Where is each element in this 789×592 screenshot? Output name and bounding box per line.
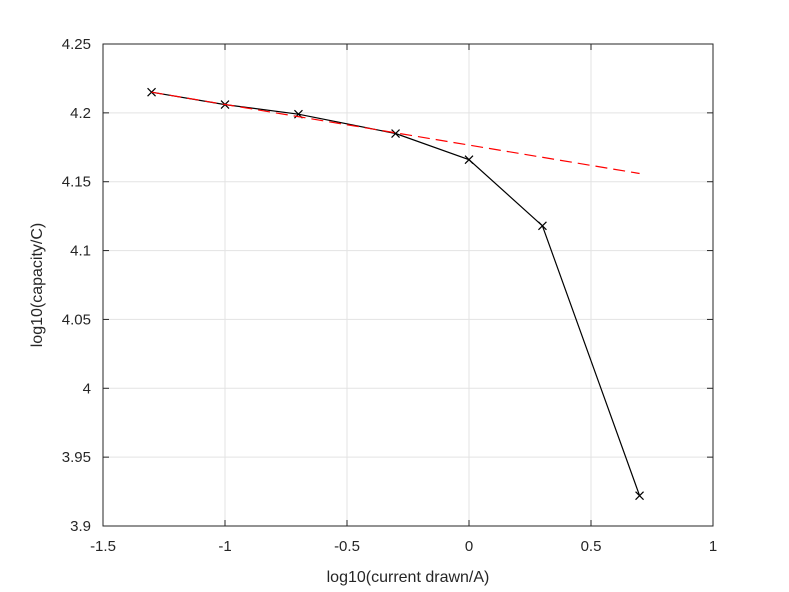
y-tick-label: 4: [83, 380, 91, 397]
series-0-marker: [464, 155, 474, 165]
series-1-line: [151, 91, 640, 175]
y-tick-label: 4.25: [62, 36, 91, 53]
plot-background: [103, 44, 713, 526]
series-0-marker: [635, 491, 644, 501]
x-tick-label: -1: [218, 538, 231, 555]
x-tick-label: -0.5: [334, 538, 360, 555]
plot-frame: [102, 43, 714, 527]
y-tick-label: 3.9: [70, 518, 91, 535]
x-tick-label: -1.5: [90, 538, 116, 555]
y-axis-label: log10(capacity/C): [29, 223, 46, 348]
x-tick-label: 0.5: [581, 538, 602, 555]
series-layer: [147, 87, 644, 501]
x-tick-label: 1: [709, 538, 717, 555]
y-tick-label: 4.05: [62, 311, 91, 328]
series-0-marker: [538, 221, 547, 231]
x-tick-label: 0: [465, 538, 473, 555]
ticks: -1.5 -1 -0.5 0 0.5 1 3.9 3.95 4 4.05 4.1 4.15 4.2 4.2…: [62, 36, 717, 555]
y-tick-label: 4.2: [70, 105, 91, 122]
y-tick-label: 4.1: [70, 243, 91, 260]
x-axis-label: log10(current drawn/A): [327, 569, 490, 586]
series-0-marker: [147, 87, 156, 97]
y-tick-label: 3.95: [62, 449, 91, 466]
series-0-marker: [391, 129, 400, 138]
y-tick-label: 4.15: [62, 174, 91, 191]
